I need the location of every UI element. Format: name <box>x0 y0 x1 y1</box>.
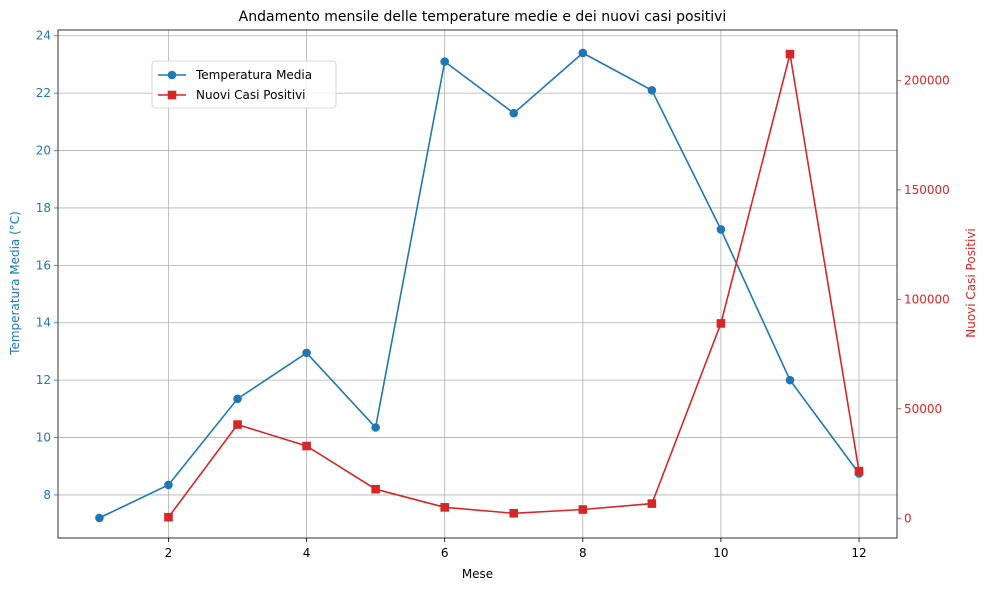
series-line-1 <box>99 52 860 519</box>
data-point-cases <box>164 512 173 522</box>
data-point-temperature <box>647 85 657 95</box>
legend-marker-square <box>167 90 177 100</box>
left-y-tick-label: 10 <box>36 431 51 445</box>
data-point-temperature <box>164 480 173 490</box>
series-layer <box>95 48 864 523</box>
right-y-tick-label: 200000 <box>904 73 950 87</box>
series-line-2 <box>167 53 860 518</box>
left-y-tick-label: 8 <box>43 488 51 502</box>
left-y-tick-label: 24 <box>36 29 51 43</box>
data-point-temperature <box>440 57 449 66</box>
left-y-tick-label: 14 <box>36 316 51 330</box>
x-tick-label: 6 <box>441 546 449 560</box>
data-point-temperature <box>509 108 519 118</box>
data-point-cases <box>509 508 519 518</box>
data-point-temperature <box>578 48 588 58</box>
data-point-temperature <box>95 513 104 523</box>
data-point-cases <box>854 466 864 476</box>
axes: 2 4 6 8 10 1281012141618202224050000100000150… <box>36 29 950 560</box>
data-point-cases <box>233 420 242 429</box>
data-point-cases <box>716 319 726 328</box>
right-y-axis-label: Nuovi Casi Positivi <box>964 228 978 338</box>
legend-label: Nuovi Casi Positivi <box>196 88 306 102</box>
data-point-cases <box>440 503 449 512</box>
x-axis-label: Mese <box>462 567 493 581</box>
left-y-tick-label: 20 <box>36 144 51 158</box>
right-y-tick-label: 0 <box>904 511 912 525</box>
x-tick-label: 2 <box>165 546 173 560</box>
left-y-tick-label: 16 <box>36 258 51 272</box>
left-y-tick-label: 12 <box>36 373 51 387</box>
legend: Temperatura Media Nuovi Casi Positivi <box>151 60 337 109</box>
right-y-tick-label: 100000 <box>904 292 950 306</box>
left-y-tick-label: 18 <box>36 201 51 215</box>
x-tick-label: 8 <box>579 546 587 560</box>
data-point-cases <box>647 499 657 508</box>
data-point-temperature <box>785 375 795 385</box>
plot-frame <box>57 29 898 539</box>
data-point-temperature <box>233 394 242 404</box>
right-y-tick-label: 50000 <box>904 402 942 416</box>
legend-box <box>151 60 337 109</box>
x-tick-label: 4 <box>303 546 311 560</box>
left-y-tick-label: 22 <box>36 86 51 100</box>
x-tick-label: 12 <box>851 546 866 560</box>
legend-label: Temperatura Media <box>195 68 312 82</box>
chart-title: Andamento mensile delle temperature medi… <box>239 9 727 25</box>
right-y-tick-label: 150000 <box>904 183 950 197</box>
data-point-temperature <box>371 423 380 432</box>
legend-marker-circle <box>167 70 177 80</box>
left-y-axis-label: Temperatura Media (°C) <box>8 211 22 356</box>
grid <box>58 30 897 538</box>
data-point-cases <box>578 505 588 514</box>
data-point-cases <box>371 484 380 494</box>
x-tick-label: 10 <box>713 546 728 560</box>
data-point-temperature <box>716 225 726 234</box>
data-point-cases <box>302 441 311 451</box>
data-point-cases <box>785 49 795 59</box>
data-point-temperature <box>302 348 311 358</box>
